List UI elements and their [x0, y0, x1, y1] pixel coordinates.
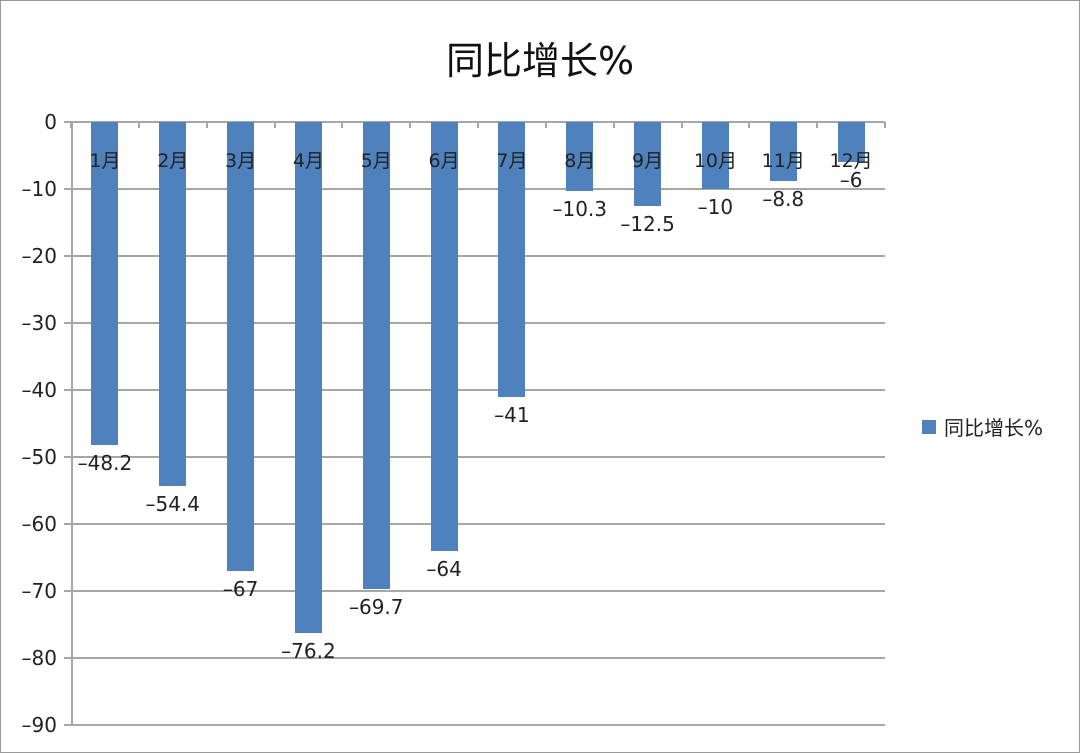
- y-tick-mark: [64, 255, 71, 257]
- category-label: 5月: [360, 150, 392, 172]
- category-label: 3月: [225, 150, 257, 172]
- y-tick-label: –80: [21, 646, 57, 670]
- gridline: [71, 389, 885, 391]
- y-axis-line: [71, 122, 73, 725]
- category-label: 4月: [292, 150, 324, 172]
- x-tick-mark: [544, 122, 547, 128]
- gridline: [71, 188, 885, 190]
- legend-swatch: [922, 419, 936, 434]
- data-label: –12.5: [620, 211, 675, 236]
- data-label: –41: [494, 402, 530, 427]
- bar-3: [227, 122, 255, 571]
- y-tick-label: 0: [44, 110, 57, 134]
- x-tick-mark: [137, 122, 140, 128]
- data-label: –69.7: [348, 594, 404, 619]
- y-tick-mark: [64, 121, 71, 123]
- x-tick-mark: [70, 122, 72, 128]
- plot-area: 0 –10 –20 –30 –40 –50 –60 –70 –80 –90 1月 –48.2 2月 –54…: [22, 110, 886, 737]
- data-label: –48.2: [77, 450, 133, 475]
- x-tick-mark: [748, 122, 751, 128]
- y-tick-label: –40: [21, 378, 57, 402]
- bar-4: [294, 122, 322, 633]
- data-label: –64: [426, 556, 462, 581]
- gridline: [71, 523, 885, 525]
- y-tick-mark: [64, 322, 71, 324]
- y-tick-label: –20: [21, 244, 57, 268]
- y-tick-label: –10: [21, 177, 57, 201]
- x-tick-mark: [409, 122, 412, 128]
- category-label: 12月: [829, 150, 873, 172]
- y-tick-mark: [64, 523, 71, 525]
- bar-11: [769, 122, 797, 181]
- y-tick-label: –50: [21, 445, 57, 469]
- bar-10: [701, 122, 729, 189]
- data-label: –54.4: [145, 492, 201, 517]
- bar-2: [159, 122, 187, 487]
- category-label: 6月: [428, 150, 460, 172]
- y-tick-label: –30: [21, 311, 57, 335]
- x-tick-mark: [680, 122, 683, 128]
- bar-6: [430, 122, 458, 551]
- chart-title: 同比增长%: [445, 39, 635, 83]
- y-tick-mark: [64, 657, 71, 659]
- category-label: 7月: [496, 150, 528, 172]
- gridline: [71, 590, 885, 592]
- data-label: –10.3: [552, 197, 608, 221]
- x-tick-mark: [884, 122, 886, 128]
- x-tick-mark: [341, 122, 344, 128]
- legend-label: 同比增长%: [944, 416, 1044, 440]
- data-label: –10: [697, 195, 734, 219]
- category-label: 10月: [693, 150, 737, 172]
- x-tick-mark: [273, 122, 276, 128]
- bar-9: [634, 122, 662, 206]
- bar-8: [566, 122, 594, 191]
- gridline: [71, 657, 885, 659]
- y-tick-mark: [64, 188, 71, 190]
- y-tick-label: –70: [21, 579, 57, 603]
- bar-12: [837, 122, 865, 163]
- y-tick-label: –90: [21, 713, 57, 737]
- x-tick-mark: [477, 122, 479, 128]
- bar-1: [91, 122, 119, 445]
- y-tick-mark: [64, 724, 71, 726]
- data-label: –8.8: [762, 186, 805, 211]
- x-tick-mark: [205, 122, 208, 128]
- bar-5: [362, 122, 390, 589]
- gridline: [71, 322, 885, 324]
- category-label: 11月: [761, 150, 805, 172]
- data-label: –76.2: [281, 638, 336, 663]
- x-tick-mark: [612, 122, 615, 128]
- gridline: [71, 724, 885, 726]
- y-tick-mark: [64, 456, 71, 458]
- gridline: [71, 255, 885, 257]
- y-tick-mark: [64, 389, 71, 391]
- category-label: 9月: [632, 150, 664, 172]
- x-tick-mark: [816, 122, 819, 128]
- y-tick-mark: [64, 590, 71, 592]
- gridline: [71, 456, 885, 458]
- category-label: 8月: [564, 150, 596, 172]
- category-label: 2月: [157, 150, 189, 172]
- data-label: –6: [839, 168, 863, 193]
- y-tick-label: –60: [21, 512, 57, 536]
- bar-7: [498, 122, 526, 397]
- legend: 同比增长%: [922, 412, 1043, 441]
- category-label: 1月: [89, 150, 121, 172]
- data-label: –67: [222, 576, 259, 601]
